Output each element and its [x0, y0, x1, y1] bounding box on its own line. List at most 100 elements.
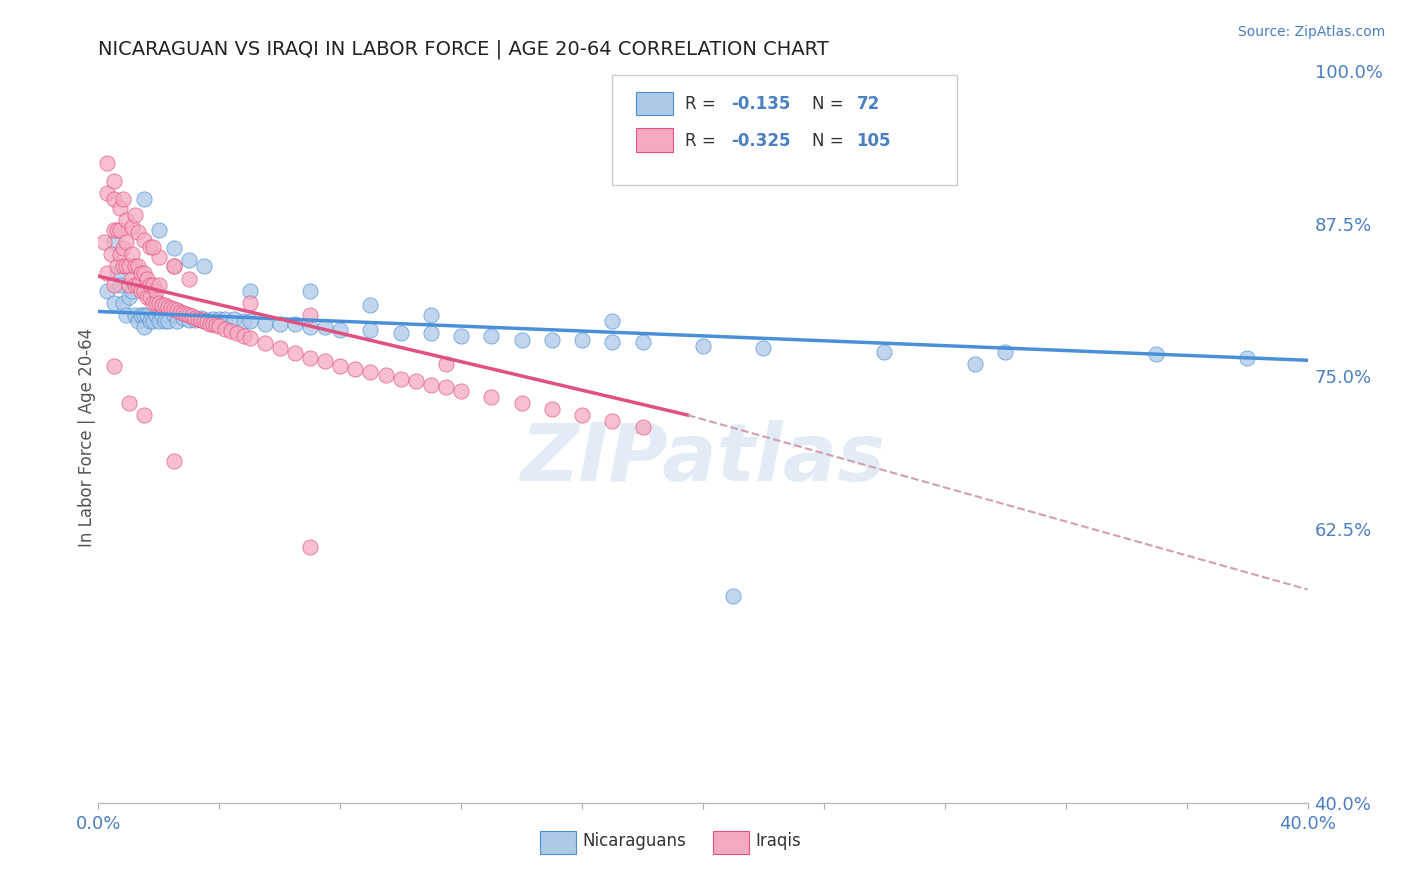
Point: [202, 317, 225, 331]
Point: [156, 300, 179, 314]
Point: [169, 304, 191, 318]
Point: [111, 260, 134, 274]
Point: [124, 308, 146, 322]
Point: [299, 540, 322, 554]
Point: [174, 307, 197, 321]
Point: [96, 266, 118, 280]
Point: [166, 314, 188, 328]
Point: [434, 380, 457, 394]
Point: [105, 266, 128, 280]
Point: [314, 320, 336, 334]
Point: [139, 277, 162, 292]
Point: [103, 192, 125, 206]
Point: [153, 298, 176, 312]
Point: [873, 344, 896, 359]
Text: N =: N =: [811, 132, 849, 150]
Point: [118, 260, 141, 274]
Point: [510, 396, 533, 410]
Point: [571, 408, 593, 422]
Point: [142, 314, 165, 328]
Point: [208, 319, 231, 334]
Point: [571, 333, 593, 347]
Point: [124, 208, 146, 222]
Text: Source: ZipAtlas.com: Source: ZipAtlas.com: [1237, 25, 1385, 39]
Bar: [713, 830, 749, 854]
Point: [163, 301, 186, 317]
Point: [299, 320, 322, 334]
Point: [214, 321, 236, 335]
Point: [108, 247, 131, 261]
Point: [184, 310, 207, 325]
Point: [127, 260, 149, 274]
Point: [166, 303, 188, 318]
Point: [420, 308, 443, 322]
Point: [190, 310, 212, 325]
Point: [105, 260, 128, 274]
Point: [132, 233, 155, 247]
Point: [108, 201, 131, 215]
Point: [239, 314, 262, 328]
Text: NICARAGUAN VS IRAQI IN LABOR FORCE | AGE 20-64 CORRELATION CHART: NICARAGUAN VS IRAQI IN LABOR FORCE | AGE…: [98, 39, 830, 59]
Point: [163, 260, 186, 274]
Point: [103, 277, 125, 292]
Text: R =: R =: [685, 132, 721, 150]
Point: [232, 329, 254, 343]
Point: [202, 311, 225, 326]
Bar: [637, 92, 672, 115]
Point: [96, 284, 118, 298]
Point: [224, 311, 246, 326]
Point: [111, 241, 134, 255]
Point: [129, 266, 152, 280]
Point: [602, 334, 624, 349]
Point: [118, 277, 141, 292]
Point: [145, 284, 167, 298]
Point: [450, 384, 472, 398]
Point: [118, 290, 141, 304]
Point: [187, 311, 209, 326]
Text: 105: 105: [856, 132, 891, 150]
Point: [135, 290, 157, 304]
Point: [124, 277, 146, 292]
Point: [389, 326, 412, 341]
Point: [172, 306, 194, 320]
Point: [195, 313, 218, 327]
Point: [148, 250, 170, 264]
Point: [121, 220, 143, 235]
Point: [127, 277, 149, 292]
Point: [148, 223, 170, 237]
Text: -0.325: -0.325: [731, 132, 790, 150]
Point: [602, 414, 624, 428]
Point: [299, 284, 322, 298]
Point: [114, 308, 136, 322]
Point: [121, 271, 143, 285]
Point: [105, 223, 128, 237]
Text: N =: N =: [811, 95, 849, 113]
Point: [145, 308, 167, 322]
Point: [142, 296, 165, 310]
Point: [253, 336, 276, 351]
Point: [127, 225, 149, 239]
Point: [179, 253, 201, 268]
Point: [269, 341, 291, 355]
Point: [374, 368, 396, 382]
Point: [103, 296, 125, 310]
Point: [434, 357, 457, 371]
Point: [1236, 351, 1258, 365]
Point: [96, 186, 118, 201]
Point: [253, 317, 276, 331]
Point: [114, 235, 136, 249]
Point: [205, 318, 228, 332]
Text: R =: R =: [685, 95, 721, 113]
Text: Iraqis: Iraqis: [755, 832, 801, 850]
Point: [153, 314, 176, 328]
Point: [121, 284, 143, 298]
Point: [540, 333, 562, 347]
Point: [111, 192, 134, 206]
Point: [284, 346, 307, 360]
Point: [239, 284, 262, 298]
Point: [129, 308, 152, 322]
FancyBboxPatch shape: [613, 75, 957, 185]
Point: [148, 314, 170, 328]
Point: [420, 326, 443, 341]
Point: [602, 314, 624, 328]
